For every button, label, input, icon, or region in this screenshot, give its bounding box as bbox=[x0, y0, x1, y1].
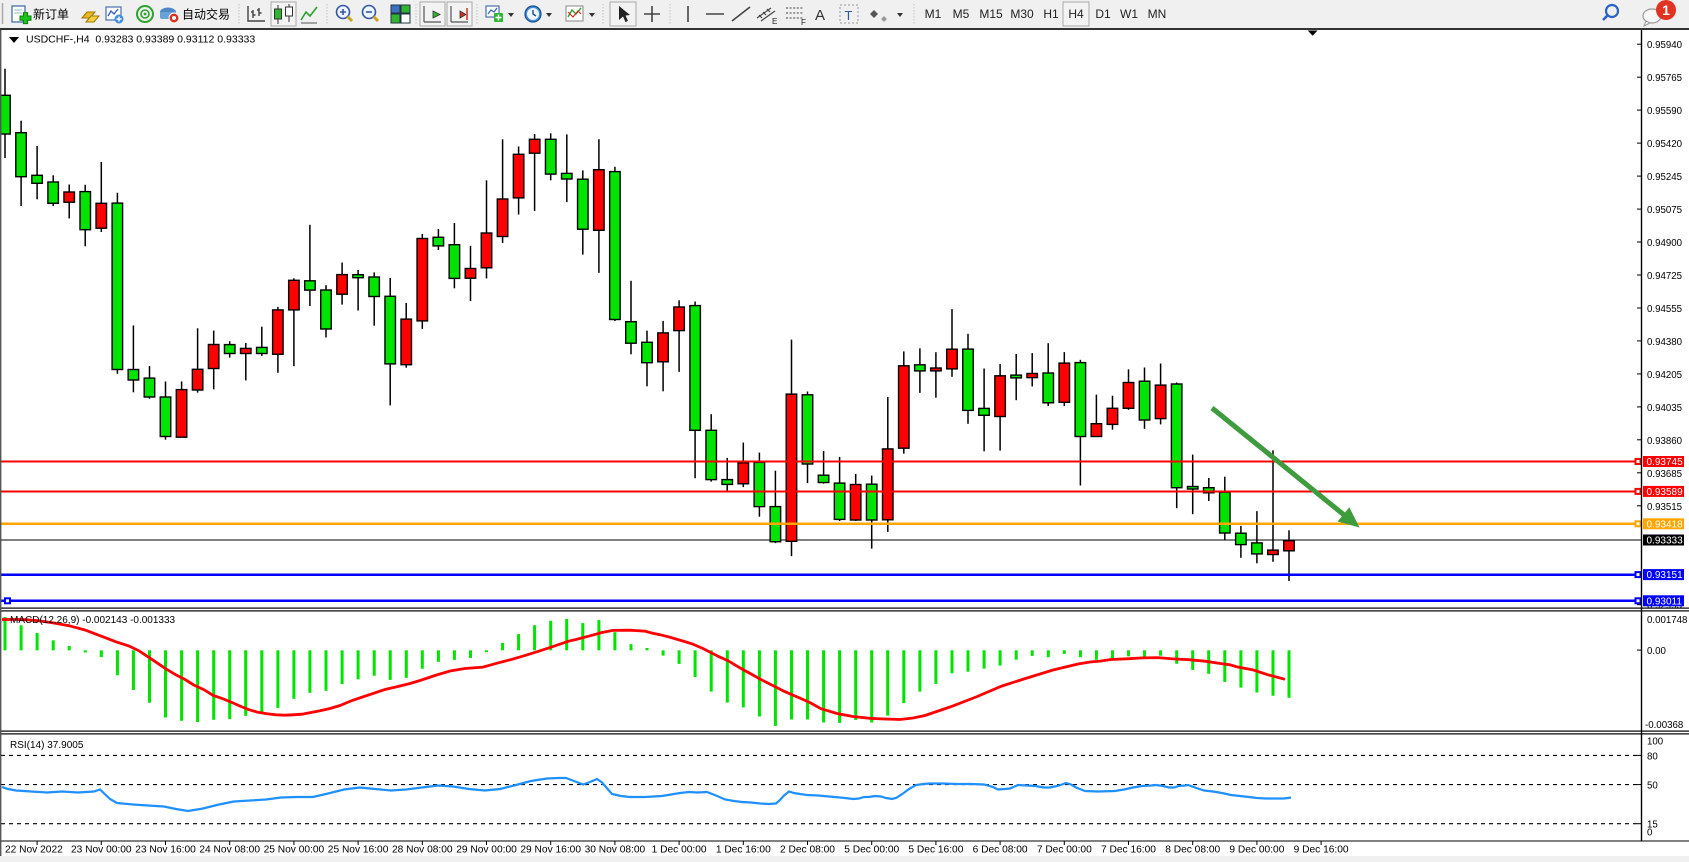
svg-text:29 Nov 16:00: 29 Nov 16:00 bbox=[520, 845, 581, 856]
svg-text:M15: M15 bbox=[979, 7, 1003, 21]
svg-text:T: T bbox=[845, 8, 853, 23]
svg-text:0.001748: 0.001748 bbox=[1647, 615, 1687, 626]
svg-text:22 Nov 2022: 22 Nov 2022 bbox=[5, 845, 63, 856]
svg-text:29 Nov 00:00: 29 Nov 00:00 bbox=[456, 845, 517, 856]
svg-text:RSI(14) 37.9005: RSI(14) 37.9005 bbox=[10, 740, 84, 751]
svg-text:0.95590: 0.95590 bbox=[1647, 106, 1683, 117]
svg-text:新订单: 新订单 bbox=[33, 7, 69, 22]
svg-text:7 Dec 16:00: 7 Dec 16:00 bbox=[1101, 845, 1156, 856]
svg-text:0.94725: 0.94725 bbox=[1647, 271, 1682, 282]
svg-text:6 Dec 08:00: 6 Dec 08:00 bbox=[973, 845, 1028, 856]
svg-text:A: A bbox=[815, 7, 825, 24]
svg-text:100: 100 bbox=[1647, 737, 1664, 748]
svg-text:28 Nov 08:00: 28 Nov 08:00 bbox=[392, 845, 453, 856]
svg-text:0.95245: 0.95245 bbox=[1647, 172, 1682, 183]
svg-text:30 Nov 08:00: 30 Nov 08:00 bbox=[585, 845, 646, 856]
svg-text:0.93589: 0.93589 bbox=[1647, 487, 1684, 498]
svg-text:0.93418: 0.93418 bbox=[1647, 519, 1684, 530]
svg-text:0.93333: 0.93333 bbox=[1647, 536, 1684, 547]
svg-text:0.93515: 0.93515 bbox=[1647, 502, 1682, 513]
svg-text:0.95765: 0.95765 bbox=[1647, 73, 1682, 84]
svg-text:23 Nov 16:00: 23 Nov 16:00 bbox=[135, 845, 196, 856]
svg-text:0.94035: 0.94035 bbox=[1647, 403, 1682, 414]
svg-text:15: 15 bbox=[1647, 820, 1658, 831]
svg-text:M30: M30 bbox=[1010, 7, 1034, 21]
svg-text:USDCHF-,H4 0.93283 0.93389 0.: USDCHF-,H4 0.93283 0.93389 0.93112 0.933… bbox=[26, 33, 255, 45]
svg-text:5 Dec 00:00: 5 Dec 00:00 bbox=[844, 845, 899, 856]
svg-text:0.93745: 0.93745 bbox=[1647, 457, 1684, 468]
svg-text:MACD(12,26,9) -0.002143 -0.001: MACD(12,26,9) -0.002143 -0.001333 bbox=[10, 615, 176, 626]
svg-text:7 Dec 00:00: 7 Dec 00:00 bbox=[1037, 845, 1092, 856]
svg-text:0.95940: 0.95940 bbox=[1647, 40, 1683, 51]
svg-text:25 Nov 16:00: 25 Nov 16:00 bbox=[328, 845, 389, 856]
svg-text:0.93151: 0.93151 bbox=[1647, 570, 1684, 581]
svg-text:9 Dec 16:00: 9 Dec 16:00 bbox=[1294, 845, 1349, 856]
svg-text:W1: W1 bbox=[1120, 7, 1138, 21]
svg-text:0.95075: 0.95075 bbox=[1647, 205, 1682, 216]
svg-text:D1: D1 bbox=[1095, 7, 1111, 21]
svg-text:9 Dec 00:00: 9 Dec 00:00 bbox=[1229, 845, 1284, 856]
svg-text:E: E bbox=[772, 17, 777, 26]
svg-text:0.00: 0.00 bbox=[1647, 646, 1666, 657]
svg-text:0.94205: 0.94205 bbox=[1647, 370, 1682, 381]
svg-text:0.94900: 0.94900 bbox=[1647, 238, 1683, 249]
svg-text:0.95420: 0.95420 bbox=[1647, 139, 1683, 150]
svg-text:23 Nov 00:00: 23 Nov 00:00 bbox=[71, 845, 132, 856]
svg-text:1: 1 bbox=[1662, 2, 1670, 18]
svg-text:1 Dec 16:00: 1 Dec 16:00 bbox=[716, 845, 771, 856]
svg-text:0.94380: 0.94380 bbox=[1647, 337, 1683, 348]
svg-text:5 Dec 16:00: 5 Dec 16:00 bbox=[908, 845, 963, 856]
svg-text:24 Nov 08:00: 24 Nov 08:00 bbox=[199, 845, 260, 856]
svg-text:2 Dec 08:00: 2 Dec 08:00 bbox=[780, 845, 835, 856]
svg-text:80: 80 bbox=[1647, 751, 1658, 762]
svg-text:0.94555: 0.94555 bbox=[1647, 304, 1682, 315]
svg-text:F: F bbox=[801, 18, 806, 27]
svg-text:0.93011: 0.93011 bbox=[1647, 596, 1683, 607]
svg-text:自动交易: 自动交易 bbox=[182, 7, 230, 22]
svg-text:25 Nov 00:00: 25 Nov 00:00 bbox=[264, 845, 325, 856]
svg-text:M5: M5 bbox=[953, 7, 970, 21]
svg-text:H4: H4 bbox=[1068, 7, 1084, 21]
svg-text:M1: M1 bbox=[925, 7, 942, 21]
svg-text:-0.00368: -0.00368 bbox=[1645, 720, 1683, 731]
svg-text:0.93685: 0.93685 bbox=[1647, 469, 1682, 480]
svg-text:0.93860: 0.93860 bbox=[1647, 436, 1683, 447]
svg-text:50: 50 bbox=[1647, 781, 1658, 792]
svg-text:1 Dec 00:00: 1 Dec 00:00 bbox=[652, 845, 707, 856]
svg-text:0: 0 bbox=[1647, 828, 1653, 839]
svg-text:H1: H1 bbox=[1043, 7, 1059, 21]
svg-text:MN: MN bbox=[1148, 7, 1167, 21]
svg-text:8 Dec 08:00: 8 Dec 08:00 bbox=[1165, 845, 1220, 856]
